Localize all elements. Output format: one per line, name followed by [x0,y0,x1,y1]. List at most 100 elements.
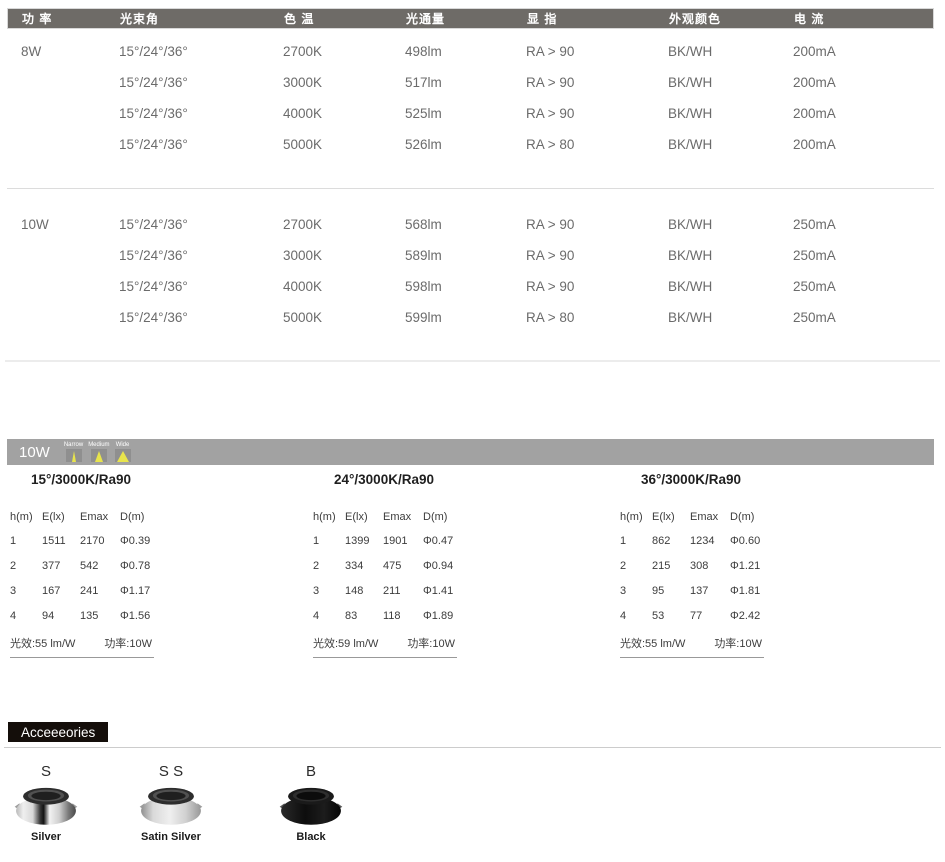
accessories-badge: Acceeeories [8,722,109,742]
photometry-cell: 211 [383,584,401,597]
photometry-cell: E(lx) [652,511,675,523]
current-cell: 200mA [793,75,836,90]
beam-angle-cell: 15°/24°/36° [119,310,188,325]
photometry-header-row: h(m) E(lx) Emax D(m) [10,506,160,528]
photometry-cell: E(lx) [345,511,368,523]
photometry-cell: Emax [80,511,109,523]
finish-cell: BK/WH [668,137,713,152]
satin-reflector-image [139,787,203,825]
photometry-table-title: 36°/3000K/Ra90 [641,472,741,487]
spec-row: 10W 15°/24°/36° 2700K 568lm RA > 90 BK/WH 250m… [7,209,934,240]
photometry-cell: 2170 [80,534,105,547]
photometry-cell: 862 [652,534,671,547]
photometry-cell: 2 [620,559,627,572]
photometry-header-row: h(m) E(lx) Emax D(m) [620,506,770,528]
photometry-cell: 3 [313,584,320,597]
photometry-cell: 241 [80,584,99,597]
power-value: 功率:10W [104,638,152,650]
photometry-cell: 135 [80,609,99,622]
beam-label: Wide [115,442,130,448]
spec-row: 15°/24°/36° 4000K 598lm RA > 90 BK/WH 250mA [7,271,934,302]
photometry-cell: Emax [690,511,719,523]
photometry-table: 24°/3000K/Ra90 h(m) E(lx) Emax D(m) 1 1399 1901… [313,472,463,658]
current-cell: 250mA [793,279,836,294]
col-header-finish: 外观颜色 [669,12,722,26]
photometry-cell: h(m) [10,511,33,523]
beam-angle-cell: 15°/24°/36° [119,137,188,152]
photometry-cell: 83 [345,609,358,622]
photometry-cell: 3 [10,584,17,597]
photometry-table-title: 24°/3000K/Ra90 [334,472,434,487]
photometry-cell: 1511 [42,534,66,547]
photometry-cell: 77 [690,609,703,622]
efficacy-value: 光效:55 lm/W [10,638,76,650]
photometry-cell: 4 [620,609,627,622]
cri-cell: RA > 90 [526,75,575,90]
photometry-cell: 167 [42,584,61,597]
photometry-cell: 475 [383,559,402,572]
photometry-data-row: 4 53 77 Φ2.42 [620,603,770,628]
accessory-code: B [305,763,316,780]
photometry-data-row: 1 862 1234 Φ0.60 [620,528,770,553]
spec-row: 15°/24°/36° 3000K 589lm RA > 90 BK/WH 250mA [7,240,934,271]
current-cell: 200mA [793,137,836,152]
cri-cell: RA > 90 [526,44,575,59]
accessory-item-black: B Black [271,763,351,843]
photometry-data-row: 4 83 118 Φ1.89 [313,603,463,628]
accessories-divider [4,747,941,748]
photometry-cell: 2 [10,559,17,572]
photometry-cell: 2 [313,559,320,572]
photometry-cell: h(m) [313,511,336,523]
spec-row: 15°/24°/36° 3000K 517lm RA > 90 BK/WH 200mA [7,67,934,98]
col-header-current: 电 流 [794,12,825,26]
photometry-footer: 光效:55 lm/W 功率:10W [620,628,764,658]
finish-cell: BK/WH [668,106,713,121]
photometry-cell: Φ0.60 [730,534,761,547]
wide-beam-icon: Wide [114,442,131,462]
cri-cell: RA > 80 [526,310,575,325]
finish-cell: BK/WH [668,248,713,263]
col-header-cct: 色 温 [284,12,315,26]
cct-cell: 5000K [283,137,323,152]
photometry-cell: 1 [620,534,627,547]
photometry-cell: E(lx) [42,511,65,523]
black-reflector-image [279,787,343,825]
photometry-cell: 4 [313,609,320,622]
cct-cell: 3000K [283,75,323,90]
finish-cell: BK/WH [668,44,713,59]
power-value: 功率:10W [407,638,455,650]
spec-row: 15°/24°/36° 5000K 526lm RA > 80 BK/WH 200mA [7,129,934,160]
photometry-cell: Φ0.94 [423,559,454,572]
accessories-title: Acceeeories [21,724,96,740]
photometry-data-row: 4 94 135 Φ1.56 [10,603,160,628]
photometry-cell: 542 [80,559,99,572]
beam-icons: Narrow Medium Wide [64,442,131,465]
photometry-cell: Φ1.81 [730,584,761,597]
accessory-label: Silver [31,831,61,843]
spec-group-8W: 8W 15°/24°/36° 2700K 498lm RA > 90 BK/WH 200mA… [7,36,934,160]
cct-cell: 5000K [283,310,323,325]
cri-cell: RA > 90 [526,248,575,263]
photometry-header-row: h(m) E(lx) Emax D(m) [313,506,463,528]
accessory-code: S [40,763,51,780]
current-cell: 250mA [793,310,836,325]
flux-cell: 589lm [405,248,442,263]
section-divider [5,360,940,362]
photometry-data-row: 3 148 211 Φ1.41 [313,578,463,603]
flux-cell: 498lm [405,44,442,59]
efficacy-value: 光效:59 lm/W [313,638,379,650]
accessory-label: Black [296,831,326,843]
col-header-flux: 光通量 [406,12,446,26]
flux-cell: 525lm [405,106,442,121]
silver-reflector-image [14,787,78,825]
photometry-cell: 53 [652,609,665,622]
photometry-data-row: 2 215 308 Φ1.21 [620,553,770,578]
finish-cell: BK/WH [668,75,713,90]
spec-table-header: 功 率 光束角 色 温 光通量 显 指 外观颜色 电 流 [7,8,934,29]
beam-label: Narrow [63,442,84,448]
cct-cell: 3000K [283,248,323,263]
photometry-cell: 1 [313,534,320,547]
photometry-cell: Φ0.39 [120,534,151,547]
flux-cell: 598lm [405,279,442,294]
photometry-cell: 1234 [690,534,715,547]
